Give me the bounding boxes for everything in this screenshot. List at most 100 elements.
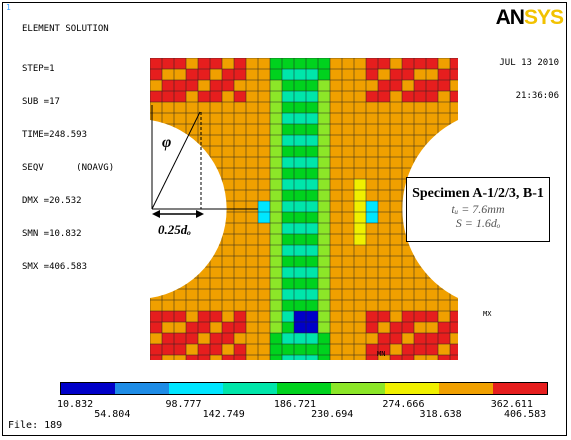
mesh-cell <box>174 157 186 168</box>
mesh-cell <box>318 190 330 201</box>
mesh-cell <box>294 322 306 333</box>
mesh-cell <box>150 344 162 355</box>
mesh-cell <box>402 102 414 113</box>
mesh-cell <box>378 355 390 360</box>
mesh-cell <box>282 58 294 69</box>
mesh-cell <box>378 256 390 267</box>
mesh-cell <box>414 102 426 113</box>
mesh-cell <box>174 113 186 124</box>
mesh-cell <box>318 80 330 91</box>
contour-legend-bar <box>60 382 548 395</box>
mesh-cell <box>198 80 210 91</box>
mesh-cell <box>318 300 330 311</box>
mesh-cell <box>330 256 342 267</box>
mesh-cell <box>294 212 306 223</box>
ansys-logo: ANSYS <box>495 6 564 29</box>
mesh-cell <box>174 179 186 190</box>
mesh-cell <box>210 80 222 91</box>
legend-tick-top-0: 10.832 <box>57 399 94 410</box>
mesh-cell <box>150 80 162 91</box>
mesh-cell <box>210 58 222 69</box>
mesh-cell <box>234 69 246 80</box>
mesh-cell <box>258 157 270 168</box>
mesh-cell <box>318 289 330 300</box>
mesh-cell <box>282 322 294 333</box>
mesh-cell <box>282 311 294 322</box>
mesh-cell <box>342 113 354 124</box>
mesh-cell <box>186 300 198 311</box>
mesh-cell <box>354 58 366 69</box>
mesh-cell <box>234 58 246 69</box>
mesh-cell <box>222 300 234 311</box>
mesh-cell <box>294 179 306 190</box>
mesh-cell <box>306 212 318 223</box>
mesh-cell <box>438 124 450 135</box>
mesh-cell <box>306 256 318 267</box>
mesh-cell <box>294 113 306 124</box>
mesh-cell <box>198 124 210 135</box>
mesh-cell <box>162 355 174 360</box>
mesh-cell <box>210 69 222 80</box>
mesh-cell <box>414 91 426 102</box>
mesh-cell <box>318 256 330 267</box>
mesh-cell <box>390 190 402 201</box>
mesh-cell <box>354 212 366 223</box>
mesh-cell <box>162 311 174 322</box>
mesh-cell <box>198 278 210 289</box>
mesh-cell <box>426 146 438 157</box>
mesh-cell <box>414 80 426 91</box>
mesh-cell <box>162 157 174 168</box>
mesh-cell <box>438 58 450 69</box>
mesh-cell <box>378 124 390 135</box>
mesh-cell <box>234 201 246 212</box>
solution-title: ELEMENT SOLUTION <box>22 24 109 34</box>
mesh-cell <box>222 201 234 212</box>
mesh-cell <box>282 223 294 234</box>
mesh-cell <box>282 146 294 157</box>
mesh-cell <box>402 58 414 69</box>
legend-swatch-8 <box>493 383 547 394</box>
mesh-cell <box>246 146 258 157</box>
mesh-cell <box>294 289 306 300</box>
mesh-cell <box>306 267 318 278</box>
mesh-cell <box>186 278 198 289</box>
mesh-cell <box>318 245 330 256</box>
mesh-cell <box>210 322 222 333</box>
mesh-cell <box>330 333 342 344</box>
mesh-cell <box>366 135 378 146</box>
mesh-cell <box>258 278 270 289</box>
mesh-cell <box>198 245 210 256</box>
mesh-cell <box>270 289 282 300</box>
mesh-cell <box>414 245 426 256</box>
info-time: TIME=248.593 <box>22 130 88 140</box>
mesh-cell <box>258 245 270 256</box>
mesh-cell <box>378 190 390 201</box>
mesh-cell <box>210 146 222 157</box>
mesh-cell <box>354 91 366 102</box>
mesh-cell <box>198 300 210 311</box>
mesh-cell <box>318 135 330 146</box>
mesh-cell <box>282 256 294 267</box>
mesh-cell <box>234 80 246 91</box>
mesh-cell <box>318 322 330 333</box>
mesh-cell <box>210 267 222 278</box>
mesh-cell <box>294 355 306 360</box>
mesh-cell <box>426 344 438 355</box>
mesh-cell <box>306 333 318 344</box>
mesh-cell <box>342 179 354 190</box>
legend-swatch-7 <box>439 383 493 394</box>
mesh-cell <box>414 322 426 333</box>
mesh-cell <box>258 91 270 102</box>
mesh-cell <box>222 58 234 69</box>
mesh-cell <box>210 234 222 245</box>
mesh-cell <box>318 168 330 179</box>
mesh-cell <box>270 80 282 91</box>
mesh-cell <box>438 333 450 344</box>
mesh-cell <box>366 179 378 190</box>
mesh-cell <box>450 245 458 256</box>
mesh-cell <box>330 135 342 146</box>
mesh-cell <box>270 135 282 146</box>
mesh-cell <box>354 223 366 234</box>
mesh-cell <box>378 102 390 113</box>
mesh-cell <box>210 355 222 360</box>
